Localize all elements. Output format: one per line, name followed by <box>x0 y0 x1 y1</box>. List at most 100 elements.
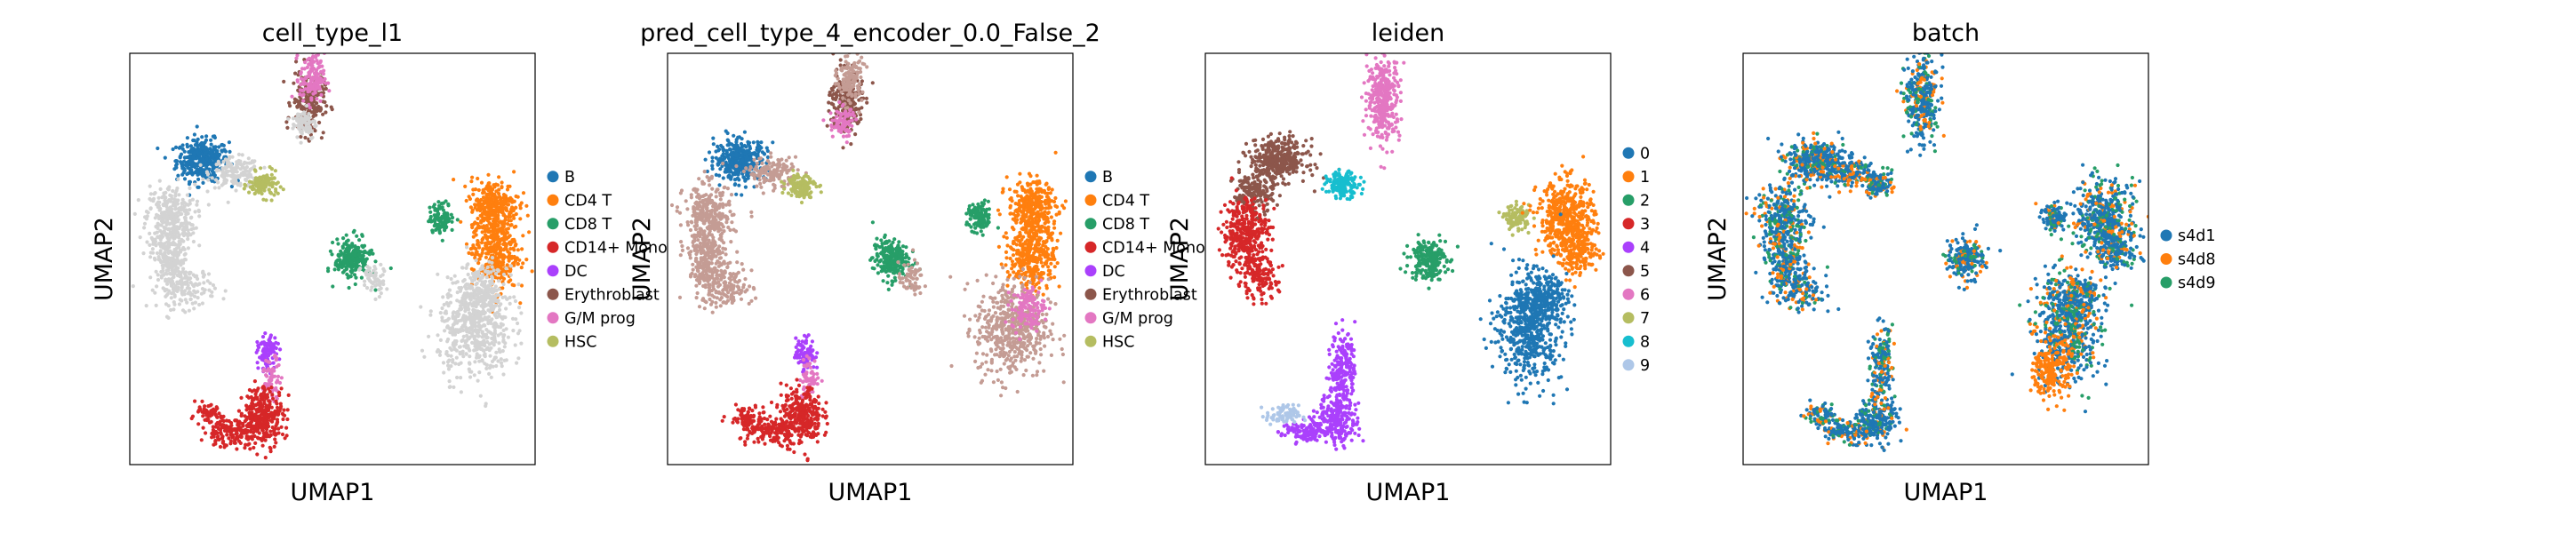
point <box>772 182 776 187</box>
point <box>195 170 199 174</box>
point <box>452 274 457 278</box>
point <box>451 360 455 364</box>
point <box>437 203 442 208</box>
point <box>173 194 178 198</box>
point <box>512 199 516 203</box>
point <box>163 155 167 160</box>
point <box>508 278 513 282</box>
point <box>192 132 196 137</box>
point <box>199 170 204 174</box>
point <box>272 417 276 421</box>
point <box>226 200 230 204</box>
point <box>436 200 441 204</box>
point <box>345 272 349 276</box>
point <box>196 290 200 294</box>
point <box>448 346 452 350</box>
point <box>717 183 722 187</box>
point <box>484 346 489 352</box>
point <box>185 145 190 149</box>
point <box>179 274 183 279</box>
point <box>697 177 701 181</box>
point <box>205 189 210 194</box>
point <box>452 385 456 389</box>
point <box>250 419 254 424</box>
point <box>516 331 521 336</box>
point <box>440 306 444 311</box>
point <box>329 105 333 109</box>
point <box>457 345 462 349</box>
point <box>261 367 267 371</box>
point <box>762 152 767 156</box>
point <box>471 192 476 196</box>
point <box>437 353 443 357</box>
point <box>170 221 174 226</box>
point <box>176 218 180 222</box>
point <box>309 110 314 115</box>
point <box>195 149 199 154</box>
point <box>299 71 303 76</box>
point <box>486 314 492 319</box>
point <box>530 269 534 274</box>
point <box>195 124 199 129</box>
point <box>356 245 361 250</box>
point <box>268 344 273 348</box>
point <box>170 234 175 238</box>
point <box>748 164 753 169</box>
point <box>428 210 433 214</box>
point <box>213 178 219 182</box>
point <box>175 254 180 259</box>
point <box>315 97 319 101</box>
point <box>264 198 268 203</box>
point <box>150 288 155 292</box>
point <box>444 311 449 315</box>
point <box>260 341 265 346</box>
point <box>259 189 263 194</box>
point <box>476 243 480 247</box>
point <box>188 276 192 281</box>
point <box>744 166 748 171</box>
point <box>255 361 260 365</box>
point <box>449 354 453 358</box>
point <box>286 393 291 397</box>
point <box>371 251 375 256</box>
point <box>710 159 715 163</box>
point <box>311 60 316 64</box>
point <box>161 245 165 251</box>
point <box>728 147 732 152</box>
point <box>247 190 252 195</box>
point <box>299 134 303 139</box>
point <box>734 163 739 169</box>
point <box>158 237 163 242</box>
point <box>420 348 425 353</box>
point <box>360 234 364 238</box>
point <box>270 411 276 416</box>
point <box>180 143 185 147</box>
point <box>459 390 464 394</box>
point <box>268 164 272 170</box>
point <box>321 78 325 84</box>
point <box>460 338 464 343</box>
point <box>306 97 310 101</box>
point <box>233 418 237 423</box>
point <box>484 224 489 228</box>
point <box>268 433 273 437</box>
point <box>175 289 180 293</box>
point <box>499 357 503 362</box>
point <box>734 192 739 196</box>
point <box>484 289 489 293</box>
point <box>200 301 204 306</box>
point <box>192 163 196 168</box>
point <box>727 199 732 203</box>
point <box>500 199 504 204</box>
point <box>238 441 243 445</box>
point <box>768 179 772 183</box>
point <box>282 408 286 412</box>
point <box>468 362 472 366</box>
point <box>459 318 463 322</box>
point <box>506 335 511 339</box>
point <box>258 175 262 179</box>
point <box>164 264 169 268</box>
point <box>464 287 468 291</box>
point <box>511 329 516 333</box>
